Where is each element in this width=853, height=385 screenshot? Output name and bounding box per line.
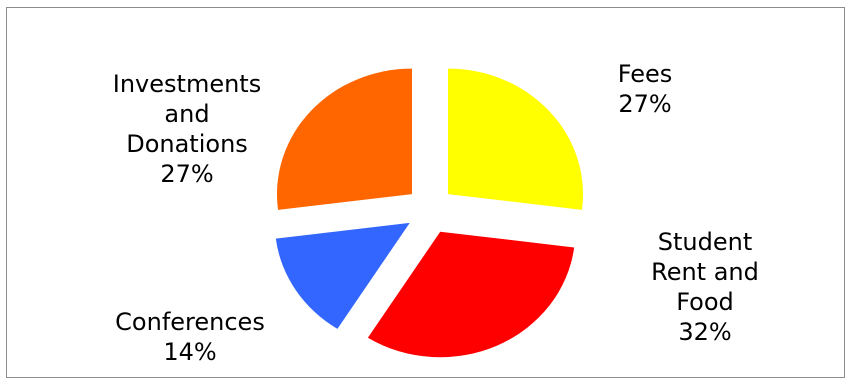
slice-label-line: Food — [676, 288, 734, 316]
slice-label-line: Conferences — [115, 308, 265, 336]
slice-label-line: 14% — [163, 338, 216, 366]
slice-label-investments-and-donations: Investments and Donations 27% — [113, 70, 261, 188]
slice-label-line: 27% — [160, 160, 213, 188]
slice-label-line: 32% — [678, 318, 731, 346]
slice-label-line: and — [164, 100, 209, 128]
slice-label-line: 27% — [618, 90, 671, 118]
slice-label-line: Donations — [126, 130, 248, 158]
slice-label-line: Fees — [618, 60, 673, 88]
slice-label-line: Student — [658, 228, 752, 256]
pie-slice-fees — [448, 68, 584, 210]
pie-slice-conferences — [275, 222, 410, 329]
slice-label-line: Investments — [113, 70, 261, 98]
pie-slice-student-rent-and-food — [367, 231, 575, 358]
slice-label-student-rent-and-food: Student Rent and Food 32% — [651, 228, 759, 346]
slice-label-fees: Fees 27% — [618, 60, 673, 118]
slice-label-conferences: Conferences 14% — [115, 308, 265, 366]
slice-label-line: Rent and — [651, 258, 759, 286]
pie-slice-investments-and-donations — [276, 68, 412, 210]
